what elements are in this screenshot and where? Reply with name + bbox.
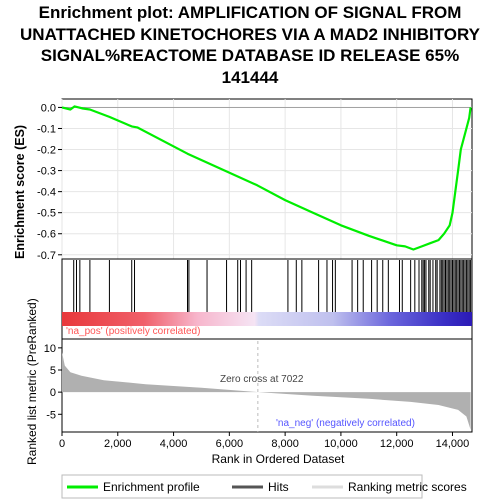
es-y-tick-label: -0.3 xyxy=(37,166,56,178)
hits xyxy=(73,260,472,312)
es-y-axis-label: Enrichment score (ES) xyxy=(13,125,27,259)
es-y-ticks: 0.0 -0.1 -0.2 -0.3 -0.4 -0.5 -0.6 -0.7 xyxy=(37,102,62,262)
metric-area xyxy=(62,352,471,430)
title-line-4: 141444 xyxy=(221,67,279,87)
x-ticks: 0 2,000 4,000 6,000 8,000 10,000 12,000 14,000 xyxy=(59,432,469,450)
title-line-3: SIGNAL%REACTOME DATABASE ID RELEASE 65% xyxy=(40,46,460,65)
pos-label: 'na_pos' (positively correlated) xyxy=(66,326,200,337)
legend-metric-label: Ranking metric scores xyxy=(348,480,467,494)
es-y-tick-label: -0.5 xyxy=(37,208,56,220)
metric-y-tick-label: -5 xyxy=(46,409,56,421)
metric-y-tick-label: 10 xyxy=(44,343,56,355)
x-tick-label: 14,000 xyxy=(436,438,470,450)
legend-es-label: Enrichment profile xyxy=(103,480,200,494)
es-y-tick-label: -0.4 xyxy=(37,187,56,199)
x-tick-label: 12,000 xyxy=(380,438,414,450)
enrichment-profile xyxy=(61,105,472,251)
x-tick-label: 0 xyxy=(59,438,65,450)
title-line-2: UNATTACHED KINETOCHORES VIA A MAD2 INHIB… xyxy=(20,24,480,44)
zero-cross-label: Zero cross at 7022 xyxy=(220,374,304,385)
metric-y-ticks: 10 5 0 -5 xyxy=(44,343,62,421)
x-tick-label: 2,000 xyxy=(104,438,132,450)
legend: Enrichment profile Hits Ranking metric s… xyxy=(61,474,467,499)
es-y-tick-label: -0.2 xyxy=(37,145,56,157)
x-axis-label: Rank in Ordered Dataset xyxy=(212,452,345,466)
x-tick-label: 6,000 xyxy=(216,438,244,450)
es-grid xyxy=(61,99,472,259)
x-tick-label: 8,000 xyxy=(271,438,299,450)
es-y-tick-label: 0.0 xyxy=(41,102,56,114)
chart-title: Enrichment plot: AMPLIFICATION OF SIGNAL… xyxy=(0,2,500,88)
metric-y-tick-label: 5 xyxy=(50,365,56,377)
es-series-line xyxy=(61,105,472,251)
legend-hits-label: Hits xyxy=(268,480,289,494)
neg-label: 'na_neg' (negatively correlated) xyxy=(276,418,415,429)
es-y-tick-label: -0.7 xyxy=(37,250,56,262)
x-tick-label: 4,000 xyxy=(160,438,188,450)
rank-color-bar xyxy=(62,312,472,326)
metric-y-tick-label: 0 xyxy=(50,387,56,399)
es-y-tick-label: -0.1 xyxy=(37,123,56,135)
title-line-1: Enrichment plot: AMPLIFICATION OF SIGNAL… xyxy=(38,3,462,22)
es-y-tick-label: -0.6 xyxy=(37,229,56,241)
x-tick-label: 10,000 xyxy=(324,438,358,450)
ranking-metric-scores xyxy=(62,341,471,432)
metric-y-axis-label: Ranked list metric (PreRanked) xyxy=(25,298,39,465)
metric-panel xyxy=(61,338,473,433)
